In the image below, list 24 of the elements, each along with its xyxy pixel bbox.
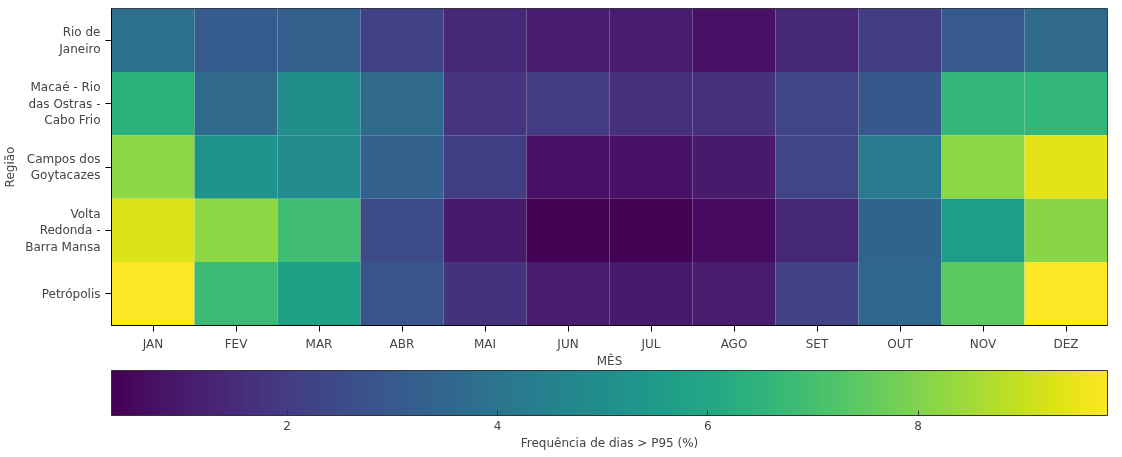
y-axis-title: Região bbox=[3, 146, 18, 188]
y-tick-label: Rio de Janeiro bbox=[58, 24, 101, 56]
x-tick-label: DEZ bbox=[1053, 336, 1079, 351]
x-tick-label: AGO bbox=[720, 336, 748, 351]
color-bar-label: 4 bbox=[493, 418, 502, 433]
x-tick-label: OUT bbox=[887, 336, 914, 351]
color-bar-label: 8 bbox=[914, 418, 923, 433]
y-tick-label: Petrópolis bbox=[41, 286, 101, 301]
y-tick-label: Macaé - Rio das Ostras - Cabo Frio bbox=[28, 79, 101, 128]
y-tick-label: Volta Redonda - Barra Mansa bbox=[25, 206, 101, 255]
y-tick-label: Campos dos Goytacazes bbox=[26, 151, 101, 183]
x-tick-label: JUN bbox=[556, 336, 579, 351]
x-tick-label: NOV bbox=[969, 336, 997, 351]
x-axis-title: MÊS bbox=[596, 352, 623, 368]
x-tick-label: JAN bbox=[141, 336, 164, 351]
color-bar-label: 2 bbox=[283, 418, 291, 433]
x-tick-label: MAR bbox=[305, 336, 333, 351]
x-tick-label: MAI bbox=[473, 336, 497, 351]
x-tick-label: ABR bbox=[389, 336, 415, 351]
color-bar-label: 6 bbox=[704, 418, 712, 433]
x-tick-label: SET bbox=[805, 336, 829, 351]
x-tick-label: JUL bbox=[640, 336, 661, 351]
x-tick-label: FEV bbox=[224, 336, 249, 351]
color-bar-title: Frequência de dias > P95 (%) bbox=[520, 435, 699, 450]
